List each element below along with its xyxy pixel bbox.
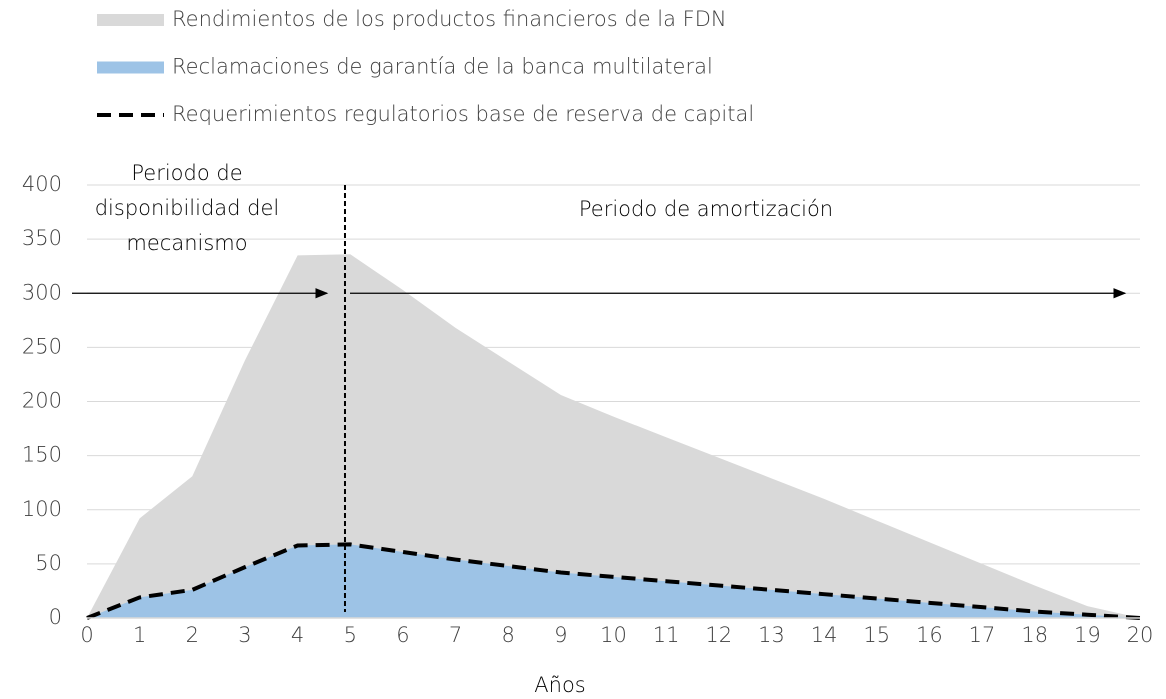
x-tick-label: 12 bbox=[705, 623, 732, 647]
area bbox=[87, 544, 1140, 618]
x-tick-label: 3 bbox=[238, 623, 251, 647]
x-tick-label: 15 bbox=[863, 623, 890, 647]
y-tick-label: 300 bbox=[22, 280, 62, 304]
y-tick-label: 150 bbox=[22, 443, 62, 467]
dashed-line bbox=[86, 542, 1141, 620]
x-tick-label: 5 bbox=[344, 623, 357, 647]
legend-label: Rendimientos de los productos financiero… bbox=[172, 7, 727, 31]
annotation: Periodo de amortización bbox=[579, 197, 833, 221]
annotation: disponibilidad del bbox=[95, 196, 280, 220]
x-tick-label: 9 bbox=[554, 623, 567, 647]
x-tick-label: 13 bbox=[758, 623, 785, 647]
y-tick-label: 350 bbox=[22, 226, 62, 250]
y-tick-label: 100 bbox=[22, 497, 62, 521]
annotation: Periodo de bbox=[131, 161, 242, 185]
x-tick-label: 16 bbox=[916, 623, 943, 647]
x-tick-label: 17 bbox=[969, 623, 996, 647]
x-axis-label: Años bbox=[534, 673, 585, 695]
legend-swatch bbox=[97, 14, 164, 26]
x-tick-label: 7 bbox=[449, 623, 462, 647]
annotation: mecanismo bbox=[126, 231, 247, 255]
legend-label: Requerimientos regulatorios base de rese… bbox=[172, 102, 754, 126]
legend-swatch bbox=[97, 61, 164, 74]
legend-label: Reclamaciones de garantía de la banca mu… bbox=[172, 55, 713, 79]
x-tick-label: 20 bbox=[1127, 623, 1154, 647]
x-tick-label: 6 bbox=[396, 623, 409, 647]
y-tick-label: 200 bbox=[22, 389, 62, 413]
x-tick-label: 14 bbox=[811, 623, 838, 647]
x-tick-label: 19 bbox=[1074, 623, 1101, 647]
y-tick-label: 0 bbox=[49, 605, 62, 629]
x-tick-label: 11 bbox=[653, 623, 680, 647]
y-tick-label: 50 bbox=[35, 551, 62, 575]
x-tick-label: 4 bbox=[291, 623, 304, 647]
x-tick-label: 1 bbox=[133, 623, 146, 647]
x-tick-label: 8 bbox=[502, 623, 515, 647]
area bbox=[87, 254, 1140, 618]
y-tick-label: 400 bbox=[22, 172, 62, 196]
x-tick-label: 2 bbox=[186, 623, 199, 647]
x-tick-label: 18 bbox=[1021, 623, 1048, 647]
x-tick-label: 10 bbox=[600, 623, 627, 647]
x-tick-label: 0 bbox=[80, 623, 93, 647]
y-tick-label: 250 bbox=[22, 334, 62, 358]
